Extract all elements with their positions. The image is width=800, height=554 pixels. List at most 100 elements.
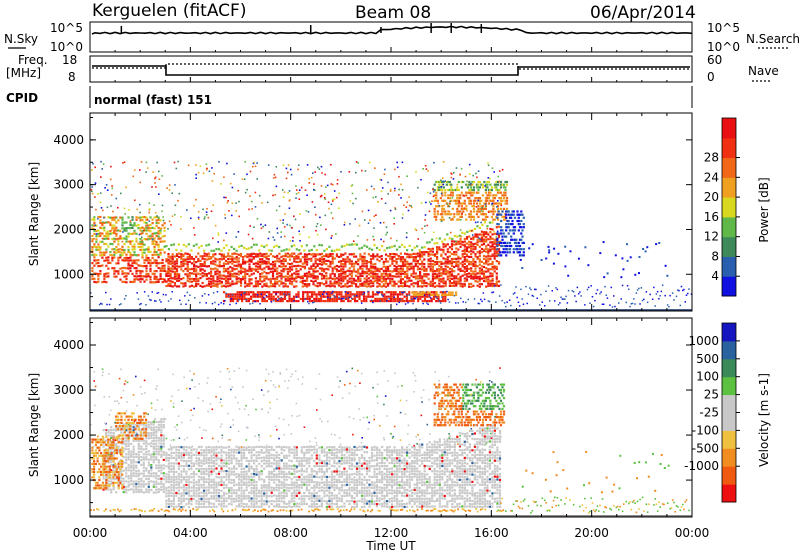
velocity-cell	[137, 425, 140, 429]
power-cell	[283, 191, 286, 193]
power-cell	[320, 291, 323, 294]
power-cell	[440, 220, 443, 222]
nsky-tick-high: 10^5	[50, 21, 83, 35]
power-cell	[472, 180, 475, 184]
velocity-cell	[162, 437, 165, 440]
power-cell	[501, 238, 504, 241]
power-cell	[288, 279, 292, 282]
power-cell	[454, 188, 457, 192]
power-cell	[211, 167, 213, 169]
power-cell	[367, 222, 370, 224]
velocity-cell	[177, 456, 180, 459]
power-cell	[131, 245, 134, 248]
power-cell	[207, 284, 211, 287]
power-cell	[476, 280, 479, 283]
power-cell	[113, 216, 116, 219]
power-cell	[229, 273, 232, 276]
power-cell	[576, 286, 579, 289]
power-cell	[500, 241, 503, 244]
power-cell	[476, 257, 479, 260]
velocity-cell	[110, 482, 113, 485]
power-cell	[325, 272, 328, 275]
power-cell	[352, 279, 356, 282]
power-cell	[319, 295, 321, 297]
power-cell	[259, 263, 262, 266]
power-cell	[448, 255, 451, 258]
power-cell	[399, 278, 402, 281]
power-cell	[436, 188, 439, 192]
velocity-cell	[162, 458, 165, 461]
power-cell	[320, 258, 324, 261]
power-cell	[500, 284, 502, 286]
power-cell	[111, 218, 114, 221]
power-cell	[135, 237, 138, 240]
power-cell	[140, 161, 143, 163]
power-cell	[477, 302, 479, 305]
power-cell	[496, 206, 498, 208]
power-cell	[394, 300, 397, 303]
power-cell	[480, 237, 483, 241]
power-cell	[478, 302, 481, 305]
power-cell	[374, 270, 377, 273]
power-cell	[276, 232, 279, 234]
power-cell	[311, 293, 314, 296]
power-cell	[129, 242, 132, 245]
power-cell	[414, 282, 417, 285]
power-cell	[274, 277, 277, 280]
velocity-cell	[152, 455, 155, 458]
power-cell	[344, 293, 347, 296]
power-cell	[471, 230, 473, 232]
power-cell	[403, 291, 405, 293]
power-cell	[281, 189, 284, 191]
power-cell	[173, 275, 176, 278]
power-cell	[177, 243, 180, 246]
power-cell	[487, 260, 490, 263]
power-cell	[246, 173, 248, 176]
power-cell	[513, 292, 516, 294]
velocity-cell	[140, 439, 143, 442]
velocity-cell	[102, 437, 105, 440]
nave-tick-high: 60	[707, 53, 722, 67]
power-cell	[486, 225, 489, 228]
power-cell	[329, 297, 331, 299]
power-cell	[439, 302, 442, 304]
velocity-cell	[112, 431, 115, 434]
power-cell	[157, 256, 160, 259]
power-cell	[256, 300, 259, 303]
power-cell	[379, 222, 382, 224]
power-cell	[360, 300, 363, 303]
power-cell	[468, 202, 471, 205]
power-cell	[661, 284, 664, 286]
power-cell	[394, 293, 397, 296]
power-cell	[109, 261, 112, 264]
power-cell	[446, 258, 449, 261]
power-cell	[149, 237, 152, 240]
velocity-cell	[180, 473, 183, 476]
power-cell	[517, 216, 520, 219]
velocity-cell	[132, 426, 135, 429]
power-cell	[456, 186, 459, 189]
power-cell	[147, 275, 150, 278]
nsky-tick-low: 10^0	[50, 40, 83, 54]
power-cell	[344, 285, 347, 288]
velocity-cell	[130, 479, 133, 483]
power-cell	[121, 259, 124, 262]
power-cell	[288, 270, 292, 273]
power-cell	[298, 189, 301, 191]
power-cell	[267, 262, 270, 265]
velocity-cell	[172, 456, 175, 459]
power-cell	[259, 279, 262, 283]
power-cell	[477, 205, 480, 208]
power-cell	[477, 188, 480, 192]
velocity-cell	[105, 439, 108, 442]
power-cell	[123, 161, 126, 163]
power-cell	[345, 243, 348, 246]
velocity-cell	[115, 442, 118, 445]
velocity-cell	[135, 483, 138, 486]
velocity-cell	[145, 488, 148, 491]
power-cell	[190, 256, 193, 259]
power-cell	[265, 265, 268, 268]
power-cell	[333, 267, 336, 270]
power-cell	[342, 259, 345, 262]
power-cell	[293, 260, 296, 263]
